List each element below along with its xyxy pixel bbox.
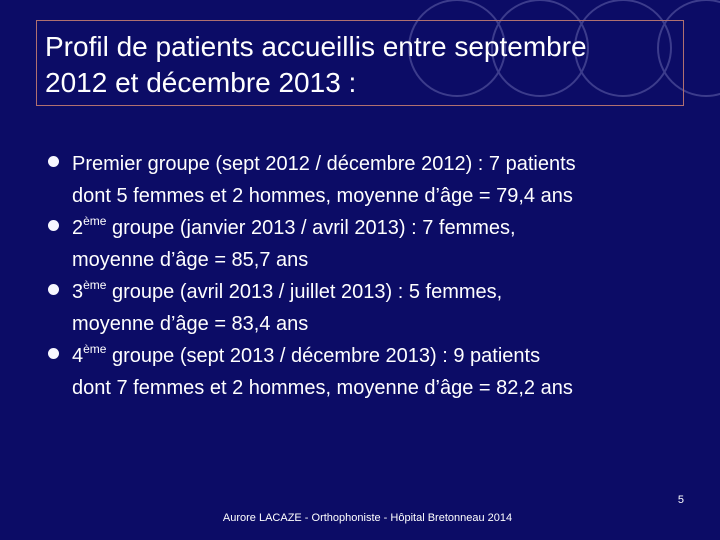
bullet-4-number: 4 (72, 345, 84, 367)
footer-text: Aurore LACAZE - Orthophoniste - Hôpital … (222, 512, 513, 524)
bullet-4-superscript: ème (83, 342, 107, 356)
bullet-item-3: 3ème groupe (avril 2013 / juillet 2013) … (44, 276, 694, 340)
bullet-4-line-1: 4ème groupe (sept 2013 / décembre 2013) … (72, 340, 694, 372)
bullet-list: Premier groupe (sept 2012 / décembre 201… (44, 148, 694, 404)
bullet-3-line-1: 3ème groupe (avril 2013 / juillet 2013) … (72, 276, 694, 308)
bullet-dot-icon (48, 284, 59, 295)
bullet-2-number: 2 (72, 217, 84, 239)
bullet-2-line-2: moyenne d’âge = 85,7 ans (72, 249, 309, 271)
bullet-dot-icon (48, 156, 59, 167)
bullet-dot-icon (48, 220, 59, 231)
slide-title-line-2: 2012 et décembre 2013 : (45, 67, 357, 98)
bullet-2-line-1-text: groupe (janvier 2013 / avril 2013) : 7 f… (106, 217, 516, 239)
bullet-1-line-1: Premier groupe (sept 2012 / décembre 201… (72, 153, 576, 175)
bullet-2-superscript: ème (83, 214, 107, 228)
bullet-3-line-2: moyenne d’âge = 83,4 ans (72, 313, 309, 335)
bullet-item-4: 4ème groupe (sept 2013 / décembre 2013) … (44, 340, 694, 404)
bullet-3-number: 3 (72, 281, 84, 303)
bullet-3-superscript: ème (83, 278, 107, 292)
title-box: Profil de patients accueillis entre sept… (36, 20, 684, 106)
bullet-2-line-1: 2ème groupe (janvier 2013 / avril 2013) … (72, 212, 694, 244)
page-number: 5 (677, 494, 684, 506)
bullet-3-line-1-text: groupe (avril 2013 / juillet 2013) : 5 f… (106, 281, 503, 303)
bullet-dot-icon (48, 348, 59, 359)
slide-title-line-1: Profil de patients accueillis entre sept… (45, 31, 587, 62)
bullet-4-line-1-text: groupe (sept 2013 / décembre 2013) : 9 p… (106, 345, 541, 367)
bullet-4-line-2: dont 7 femmes et 2 hommes, moyenne d’âge… (72, 377, 573, 399)
bullet-item-2: 2ème groupe (janvier 2013 / avril 2013) … (44, 212, 694, 276)
bullet-item-1: Premier groupe (sept 2012 / décembre 201… (44, 148, 694, 212)
bullet-1-line-2: dont 5 femmes et 2 hommes, moyenne d’âge… (72, 185, 573, 207)
